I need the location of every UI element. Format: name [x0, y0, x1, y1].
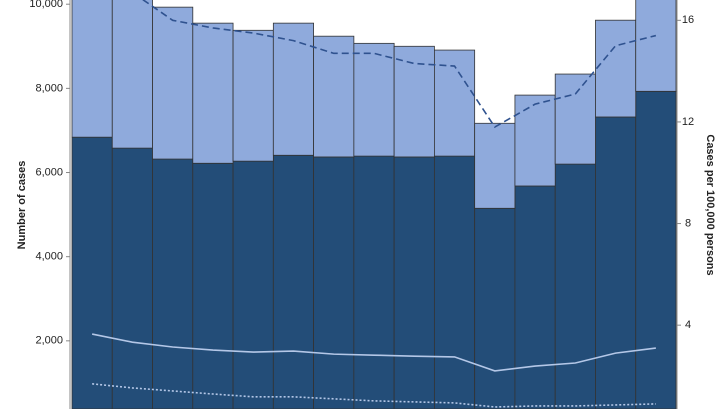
bar-segment	[313, 156, 355, 409]
y2-tick-label: 12	[682, 116, 694, 128]
y-tick-label: 10,000	[29, 0, 63, 10]
bar-segment	[111, 147, 153, 409]
bar-segment	[433, 155, 476, 409]
y2-axis-title: Cases per 100,000 persons	[704, 134, 716, 275]
bar-segment	[474, 122, 516, 209]
y-tick-label: 6,000	[35, 166, 63, 178]
line-series	[141, 0, 657, 129]
bar-segment	[554, 163, 596, 409]
bar-segment	[232, 29, 274, 162]
y-tick-label: 2,000	[35, 335, 63, 347]
bar-segment	[635, 90, 677, 409]
y2-tick-label: 4	[685, 319, 691, 331]
bar-segment	[192, 162, 234, 409]
bar-segment	[71, 0, 113, 138]
bar-segment	[353, 155, 395, 409]
y-tick-label: 8,000	[35, 82, 63, 94]
bar-segment	[272, 22, 315, 156]
y2-tick-label: 8	[685, 217, 691, 229]
bar-segment	[272, 154, 315, 409]
bar-segment	[152, 158, 194, 409]
bar-segment	[554, 73, 596, 165]
bar-segment	[635, 0, 677, 92]
bar-segment	[595, 116, 637, 409]
line-series	[91, 333, 656, 372]
bar-segment	[71, 136, 113, 409]
plot-area	[71, 0, 677, 409]
bar-segment	[433, 49, 476, 157]
bar-segment	[152, 6, 194, 160]
y2-tick-label: 16	[682, 14, 694, 26]
bar-segment	[192, 22, 234, 164]
bar-segment	[353, 42, 395, 157]
bar-segment	[393, 45, 435, 158]
bar-segment	[313, 35, 355, 158]
bar-segment	[514, 185, 556, 409]
bar-segment	[393, 156, 435, 409]
bar-segment	[474, 207, 516, 409]
bar-segment	[514, 94, 556, 187]
y-axis-title: Number of cases	[16, 161, 28, 250]
bar-segment	[111, 0, 153, 149]
bar-segment	[232, 160, 274, 409]
y-tick-label: 4,000	[35, 251, 63, 263]
bar-segment	[595, 19, 637, 118]
